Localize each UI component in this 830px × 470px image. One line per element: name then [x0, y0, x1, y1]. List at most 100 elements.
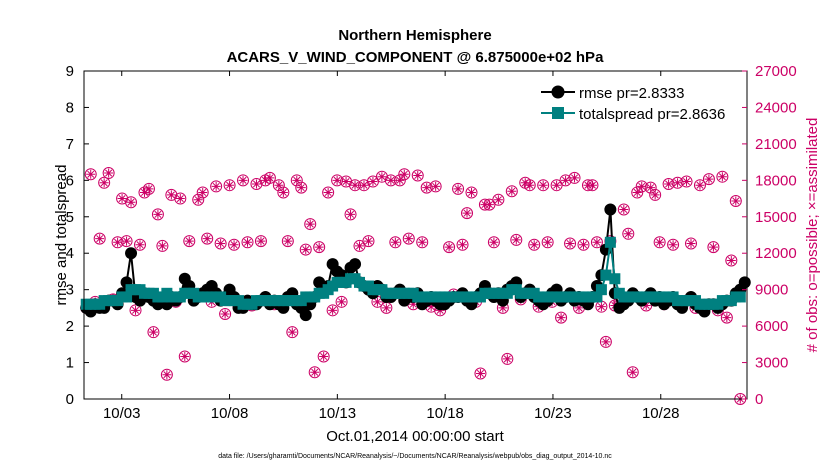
obs-possible-marker	[151, 208, 164, 221]
obs-possible-marker	[564, 237, 577, 250]
obs-assimilated-marker	[525, 180, 535, 190]
totalspread-point	[734, 291, 746, 303]
obs-assimilated-marker	[117, 194, 127, 204]
obs-possible-marker	[214, 237, 227, 250]
obs-assimilated-marker	[310, 367, 320, 377]
obs-assimilated-marker	[220, 309, 230, 319]
obs-assimilated-marker	[565, 239, 575, 249]
rmse-point	[349, 258, 362, 271]
y-tick-label: 5	[66, 209, 74, 226]
obs-possible-marker	[716, 170, 729, 183]
obs-assimilated-marker	[664, 179, 674, 189]
obs-possible-marker	[402, 232, 415, 245]
obs-possible-marker	[322, 186, 335, 199]
y-tick-label-right: 12000	[755, 245, 797, 262]
legend-rmse-marker	[551, 85, 565, 99]
obs-possible-marker	[192, 193, 205, 206]
obs-assimilated-marker	[444, 242, 454, 252]
obs-possible-marker	[147, 326, 160, 339]
obs-assimilated-marker	[175, 194, 185, 204]
obs-assimilated-marker	[346, 209, 356, 219]
obs-possible-marker	[505, 185, 518, 198]
y-tick-label-right: 21000	[755, 136, 797, 153]
obs-assimilated-marker	[256, 236, 266, 246]
y-tick-label: 9	[66, 63, 74, 80]
obs-assimilated-marker	[104, 168, 114, 178]
totalspread-point	[121, 291, 133, 303]
obs-possible-marker	[555, 311, 568, 324]
obs-assimilated-marker	[704, 174, 714, 184]
obs-assimilated-marker	[413, 170, 423, 180]
obs-assimilated-marker	[395, 175, 405, 185]
obs-possible-marker	[286, 326, 299, 339]
obs-assimilated-marker	[587, 180, 597, 190]
obs-possible-marker	[528, 238, 541, 251]
totalspread-point	[600, 269, 612, 281]
obs-possible-marker	[416, 236, 429, 249]
obs-assimilated-marker	[157, 241, 167, 251]
obs-assimilated-marker	[95, 234, 105, 244]
obs-assimilated-marker	[417, 237, 427, 247]
y-tick-label: 3	[66, 282, 74, 299]
obs-possible-marker	[335, 295, 348, 308]
obs-possible-marker	[541, 236, 554, 249]
y-tick-label-right: 6000	[755, 318, 788, 335]
obs-assimilated-marker	[650, 190, 660, 200]
obs-assimilated-marker	[489, 237, 499, 247]
obs-possible-marker	[263, 171, 276, 184]
obs-possible-marker	[729, 194, 742, 207]
rmse-point	[299, 309, 312, 322]
x-tick-label: 10/18	[426, 405, 464, 422]
obs-assimilated-marker	[726, 256, 736, 266]
y-tick-label: 0	[66, 391, 74, 408]
totalspread-point	[604, 236, 616, 248]
obs-assimilated-marker	[717, 172, 727, 182]
obs-assimilated-marker	[350, 180, 360, 190]
x-tick-label: 10/23	[534, 405, 572, 422]
obs-assimilated-marker	[144, 184, 154, 194]
obs-assimilated-marker	[386, 175, 396, 185]
obs-possible-marker	[429, 180, 442, 193]
obs-possible-marker	[362, 235, 375, 248]
obs-assimilated-marker	[623, 229, 633, 239]
obs-possible-marker	[523, 179, 536, 192]
obs-assimilated-marker	[229, 240, 239, 250]
obs-assimilated-marker	[287, 327, 297, 337]
obs-assimilated-marker	[466, 187, 476, 197]
obs-possible-marker	[241, 236, 254, 249]
obs-assimilated-marker	[332, 175, 342, 185]
obs-possible-marker	[443, 241, 456, 254]
obs-possible-marker	[178, 350, 191, 363]
y-tick-label-right: 15000	[755, 209, 797, 226]
y-axis-label: rmse and totalspread	[53, 165, 70, 306]
obs-assimilated-marker	[668, 240, 678, 250]
obs-possible-marker	[411, 169, 424, 182]
obs-assimilated-marker	[673, 178, 683, 188]
obs-possible-marker	[537, 179, 550, 192]
axes-box	[83, 70, 748, 400]
obs-assimilated-marker	[368, 177, 378, 187]
totalspread-point	[609, 273, 621, 285]
obs-possible-marker	[456, 238, 469, 251]
rmse-point	[125, 247, 138, 260]
y-tick-label: 7	[66, 136, 74, 153]
x-tick-label: 10/13	[319, 405, 357, 422]
obs-possible-marker	[617, 203, 630, 216]
obs-possible-marker	[201, 232, 214, 245]
obs-assimilated-marker	[319, 351, 329, 361]
obs-assimilated-marker	[641, 300, 651, 310]
obs-assimilated-marker	[646, 183, 656, 193]
obs-possible-marker	[487, 236, 500, 249]
y-axis-label-right: # of obs: o=possible; ×=assimilated	[804, 118, 821, 353]
obs-assimilated-marker	[529, 240, 539, 250]
obs-possible-marker	[702, 173, 715, 186]
obs-possible-marker	[393, 174, 406, 187]
obs-assimilated-marker	[511, 235, 521, 245]
obs-possible-marker	[326, 304, 339, 317]
obs-assimilated-marker	[337, 297, 347, 307]
obs-possible-marker	[685, 237, 698, 250]
obs-possible-marker	[452, 182, 465, 195]
obs-possible-marker	[720, 311, 733, 324]
obs-possible-marker	[142, 182, 155, 195]
